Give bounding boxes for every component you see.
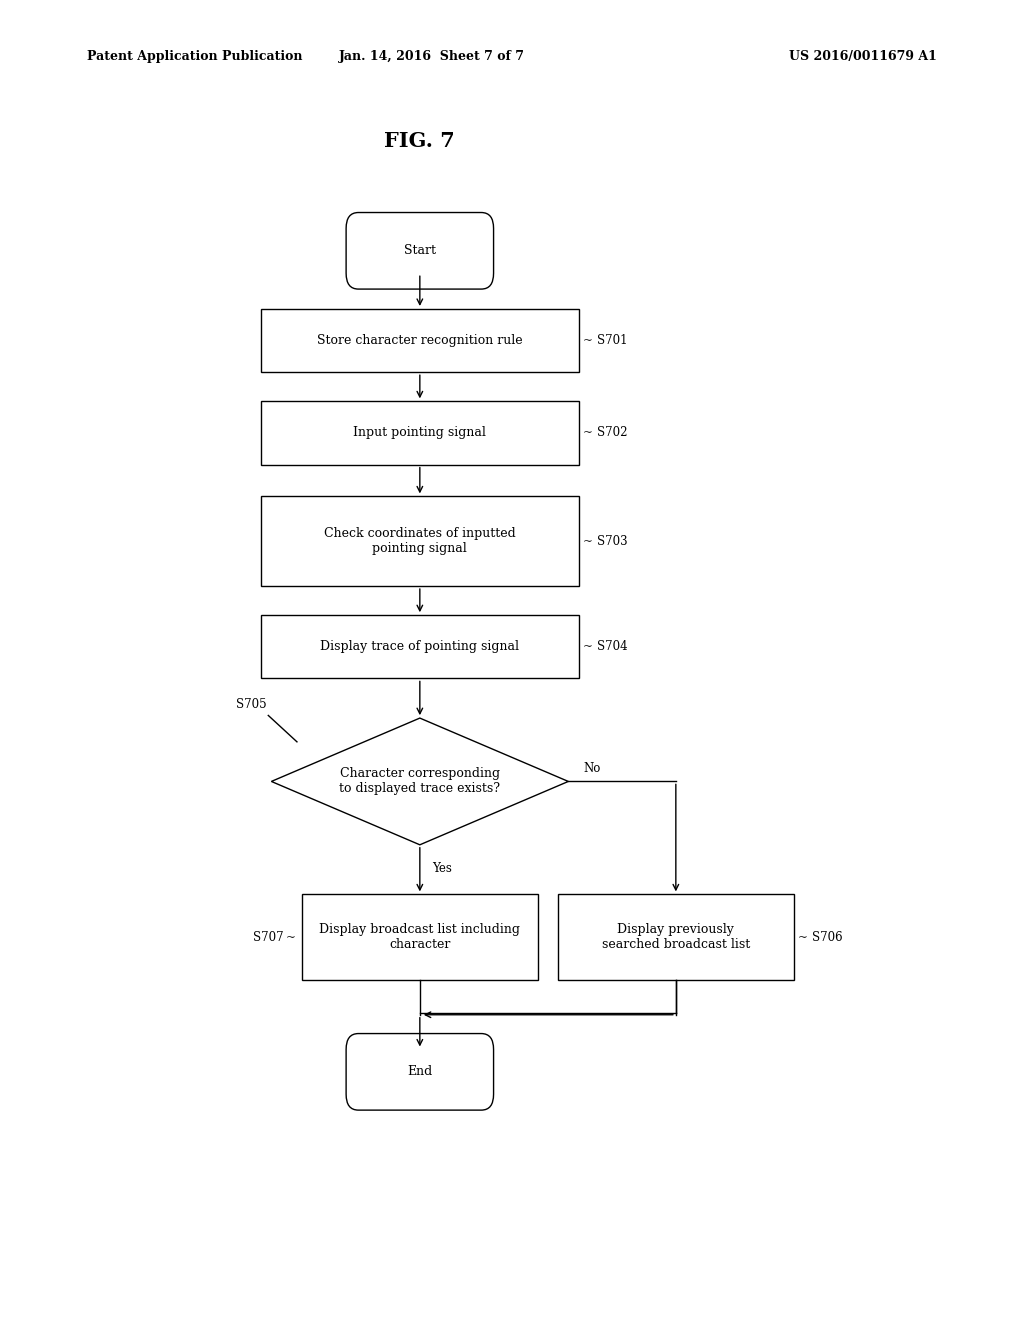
Text: No: No — [584, 762, 601, 775]
Text: S701: S701 — [597, 334, 628, 347]
Text: Jan. 14, 2016  Sheet 7 of 7: Jan. 14, 2016 Sheet 7 of 7 — [339, 50, 525, 63]
Bar — [302, 895, 538, 979]
Text: ~: ~ — [798, 931, 808, 944]
Text: Check coordinates of inputted
pointing signal: Check coordinates of inputted pointing s… — [324, 527, 516, 556]
Text: Store character recognition rule: Store character recognition rule — [317, 334, 522, 347]
Bar — [261, 615, 579, 678]
Text: ~: ~ — [286, 931, 296, 944]
Text: Yes: Yes — [432, 862, 452, 875]
Text: S706: S706 — [812, 931, 843, 944]
Text: Character corresponding
to displayed trace exists?: Character corresponding to displayed tra… — [339, 767, 501, 796]
Text: US 2016/0011679 A1: US 2016/0011679 A1 — [790, 50, 937, 63]
Bar — [558, 895, 794, 979]
Text: Display trace of pointing signal: Display trace of pointing signal — [321, 640, 519, 653]
Bar — [261, 401, 579, 465]
Text: S705: S705 — [236, 698, 266, 711]
Text: Display previously
searched broadcast list: Display previously searched broadcast li… — [602, 923, 750, 952]
FancyBboxPatch shape — [346, 213, 494, 289]
Text: Display broadcast list including
character: Display broadcast list including charact… — [319, 923, 520, 952]
Polygon shape — [271, 718, 568, 845]
Text: Patent Application Publication: Patent Application Publication — [87, 50, 302, 63]
Text: S703: S703 — [597, 535, 628, 548]
Text: Start: Start — [403, 244, 436, 257]
Bar — [261, 496, 579, 586]
Text: S704: S704 — [597, 640, 628, 653]
Text: ~: ~ — [583, 426, 593, 440]
Text: Input pointing signal: Input pointing signal — [353, 426, 486, 440]
Text: S702: S702 — [597, 426, 628, 440]
Text: ~: ~ — [583, 640, 593, 653]
Text: S707: S707 — [253, 931, 284, 944]
Text: FIG. 7: FIG. 7 — [384, 131, 456, 152]
Text: End: End — [408, 1065, 432, 1078]
FancyBboxPatch shape — [346, 1034, 494, 1110]
Text: ~: ~ — [583, 535, 593, 548]
Bar — [261, 309, 579, 372]
Text: ~: ~ — [583, 334, 593, 347]
